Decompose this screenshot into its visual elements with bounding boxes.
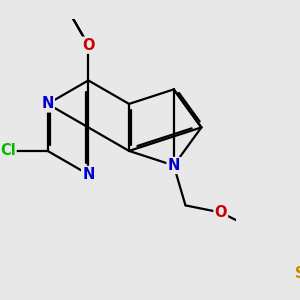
Text: N: N <box>41 96 54 111</box>
Text: O: O <box>214 205 227 220</box>
Text: Cl: Cl <box>0 143 16 158</box>
Text: N: N <box>168 158 180 173</box>
Text: Si: Si <box>295 266 300 281</box>
Text: N: N <box>82 167 94 182</box>
Text: O: O <box>82 38 94 53</box>
